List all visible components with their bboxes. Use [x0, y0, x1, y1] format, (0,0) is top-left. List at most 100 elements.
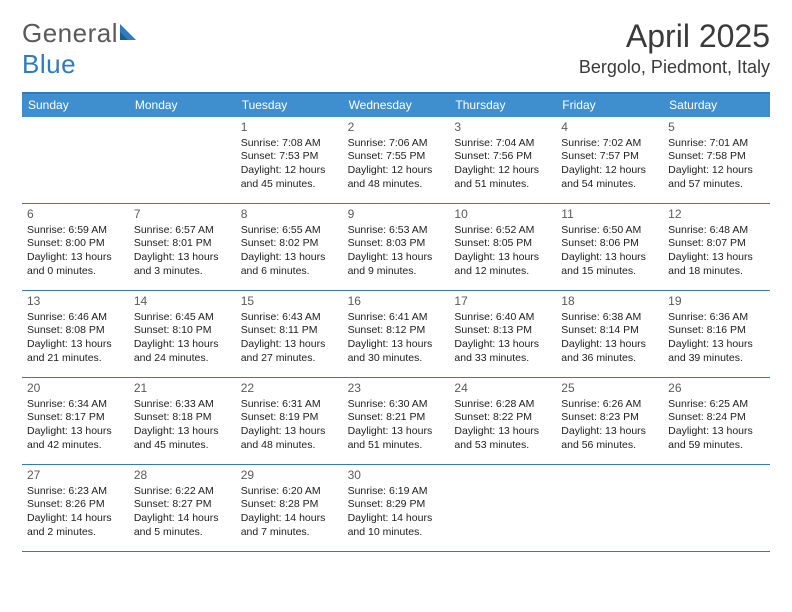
day-number: 24 [454, 381, 551, 397]
logo: GeneralBlue [22, 18, 140, 80]
daylight-text: Daylight: 13 hours and 39 minutes. [668, 338, 765, 365]
sunset-text: Sunset: 8:27 PM [134, 498, 231, 512]
day-number: 1 [241, 120, 338, 136]
sunrise-text: Sunrise: 6:31 AM [241, 398, 338, 412]
sunset-text: Sunset: 8:08 PM [27, 324, 124, 338]
sunrise-text: Sunrise: 7:04 AM [454, 137, 551, 151]
daylight-text: Daylight: 14 hours and 5 minutes. [134, 512, 231, 539]
day-cell [22, 117, 129, 203]
week-row: 1Sunrise: 7:08 AMSunset: 7:53 PMDaylight… [22, 117, 770, 204]
day-number: 11 [561, 207, 658, 223]
day-number: 4 [561, 120, 658, 136]
sunrise-text: Sunrise: 6:41 AM [348, 311, 445, 325]
day-number: 6 [27, 207, 124, 223]
dow-sunday: Sunday [22, 94, 129, 117]
day-cell: 22Sunrise: 6:31 AMSunset: 8:19 PMDayligh… [236, 378, 343, 464]
daylight-text: Daylight: 12 hours and 48 minutes. [348, 164, 445, 191]
day-cell: 17Sunrise: 6:40 AMSunset: 8:13 PMDayligh… [449, 291, 556, 377]
day-number: 27 [27, 468, 124, 484]
day-number: 14 [134, 294, 231, 310]
dow-monday: Monday [129, 94, 236, 117]
sunrise-text: Sunrise: 7:01 AM [668, 137, 765, 151]
sunset-text: Sunset: 7:53 PM [241, 150, 338, 164]
dow-tuesday: Tuesday [236, 94, 343, 117]
sunset-text: Sunset: 8:16 PM [668, 324, 765, 338]
sunset-text: Sunset: 8:02 PM [241, 237, 338, 251]
sunrise-text: Sunrise: 6:59 AM [27, 224, 124, 238]
sunset-text: Sunset: 8:17 PM [27, 411, 124, 425]
sunset-text: Sunset: 8:23 PM [561, 411, 658, 425]
daylight-text: Daylight: 13 hours and 12 minutes. [454, 251, 551, 278]
day-number: 29 [241, 468, 338, 484]
dow-thursday: Thursday [449, 94, 556, 117]
day-number: 28 [134, 468, 231, 484]
sunset-text: Sunset: 8:00 PM [27, 237, 124, 251]
day-cell: 23Sunrise: 6:30 AMSunset: 8:21 PMDayligh… [343, 378, 450, 464]
daylight-text: Daylight: 13 hours and 15 minutes. [561, 251, 658, 278]
day-of-week-header: Sunday Monday Tuesday Wednesday Thursday… [22, 94, 770, 117]
day-number: 18 [561, 294, 658, 310]
daylight-text: Daylight: 13 hours and 42 minutes. [27, 425, 124, 452]
sunrise-text: Sunrise: 6:34 AM [27, 398, 124, 412]
sunrise-text: Sunrise: 6:43 AM [241, 311, 338, 325]
calendar: Sunday Monday Tuesday Wednesday Thursday… [22, 92, 770, 552]
sunset-text: Sunset: 8:22 PM [454, 411, 551, 425]
sunset-text: Sunset: 8:01 PM [134, 237, 231, 251]
sunrise-text: Sunrise: 6:22 AM [134, 485, 231, 499]
day-number: 12 [668, 207, 765, 223]
day-cell: 8Sunrise: 6:55 AMSunset: 8:02 PMDaylight… [236, 204, 343, 290]
sunset-text: Sunset: 8:11 PM [241, 324, 338, 338]
day-cell: 19Sunrise: 6:36 AMSunset: 8:16 PMDayligh… [663, 291, 770, 377]
day-cell: 5Sunrise: 7:01 AMSunset: 7:58 PMDaylight… [663, 117, 770, 203]
day-number: 21 [134, 381, 231, 397]
sunset-text: Sunset: 8:24 PM [668, 411, 765, 425]
sunrise-text: Sunrise: 7:06 AM [348, 137, 445, 151]
daylight-text: Daylight: 13 hours and 0 minutes. [27, 251, 124, 278]
day-cell: 4Sunrise: 7:02 AMSunset: 7:57 PMDaylight… [556, 117, 663, 203]
day-number: 8 [241, 207, 338, 223]
day-number: 10 [454, 207, 551, 223]
header: GeneralBlue April 2025 Bergolo, Piedmont… [0, 0, 792, 88]
day-cell: 6Sunrise: 6:59 AMSunset: 8:00 PMDaylight… [22, 204, 129, 290]
day-number: 25 [561, 381, 658, 397]
day-cell: 2Sunrise: 7:06 AMSunset: 7:55 PMDaylight… [343, 117, 450, 203]
sunrise-text: Sunrise: 6:26 AM [561, 398, 658, 412]
day-number: 23 [348, 381, 445, 397]
sunrise-text: Sunrise: 6:48 AM [668, 224, 765, 238]
sunrise-text: Sunrise: 6:23 AM [27, 485, 124, 499]
sunrise-text: Sunrise: 6:19 AM [348, 485, 445, 499]
sunset-text: Sunset: 8:26 PM [27, 498, 124, 512]
day-cell: 12Sunrise: 6:48 AMSunset: 8:07 PMDayligh… [663, 204, 770, 290]
sunrise-text: Sunrise: 6:38 AM [561, 311, 658, 325]
daylight-text: Daylight: 13 hours and 3 minutes. [134, 251, 231, 278]
day-number: 7 [134, 207, 231, 223]
daylight-text: Daylight: 13 hours and 18 minutes. [668, 251, 765, 278]
dow-friday: Friday [556, 94, 663, 117]
day-number: 3 [454, 120, 551, 136]
sunrise-text: Sunrise: 6:50 AM [561, 224, 658, 238]
logo-text-1: General [22, 18, 118, 48]
sunset-text: Sunset: 8:07 PM [668, 237, 765, 251]
dow-wednesday: Wednesday [343, 94, 450, 117]
sunrise-text: Sunrise: 6:33 AM [134, 398, 231, 412]
day-cell: 13Sunrise: 6:46 AMSunset: 8:08 PMDayligh… [22, 291, 129, 377]
daylight-text: Daylight: 12 hours and 54 minutes. [561, 164, 658, 191]
daylight-text: Daylight: 13 hours and 30 minutes. [348, 338, 445, 365]
day-cell: 7Sunrise: 6:57 AMSunset: 8:01 PMDaylight… [129, 204, 236, 290]
day-cell: 27Sunrise: 6:23 AMSunset: 8:26 PMDayligh… [22, 465, 129, 551]
day-cell [556, 465, 663, 551]
title-block: April 2025 Bergolo, Piedmont, Italy [579, 18, 770, 78]
daylight-text: Daylight: 13 hours and 53 minutes. [454, 425, 551, 452]
day-number: 15 [241, 294, 338, 310]
sunset-text: Sunset: 8:29 PM [348, 498, 445, 512]
day-number: 30 [348, 468, 445, 484]
sunrise-text: Sunrise: 6:52 AM [454, 224, 551, 238]
day-cell: 11Sunrise: 6:50 AMSunset: 8:06 PMDayligh… [556, 204, 663, 290]
day-cell: 16Sunrise: 6:41 AMSunset: 8:12 PMDayligh… [343, 291, 450, 377]
sunrise-text: Sunrise: 6:57 AM [134, 224, 231, 238]
day-number: 17 [454, 294, 551, 310]
sunset-text: Sunset: 7:57 PM [561, 150, 658, 164]
week-row: 20Sunrise: 6:34 AMSunset: 8:17 PMDayligh… [22, 378, 770, 465]
sunrise-text: Sunrise: 6:55 AM [241, 224, 338, 238]
sunrise-text: Sunrise: 7:02 AM [561, 137, 658, 151]
